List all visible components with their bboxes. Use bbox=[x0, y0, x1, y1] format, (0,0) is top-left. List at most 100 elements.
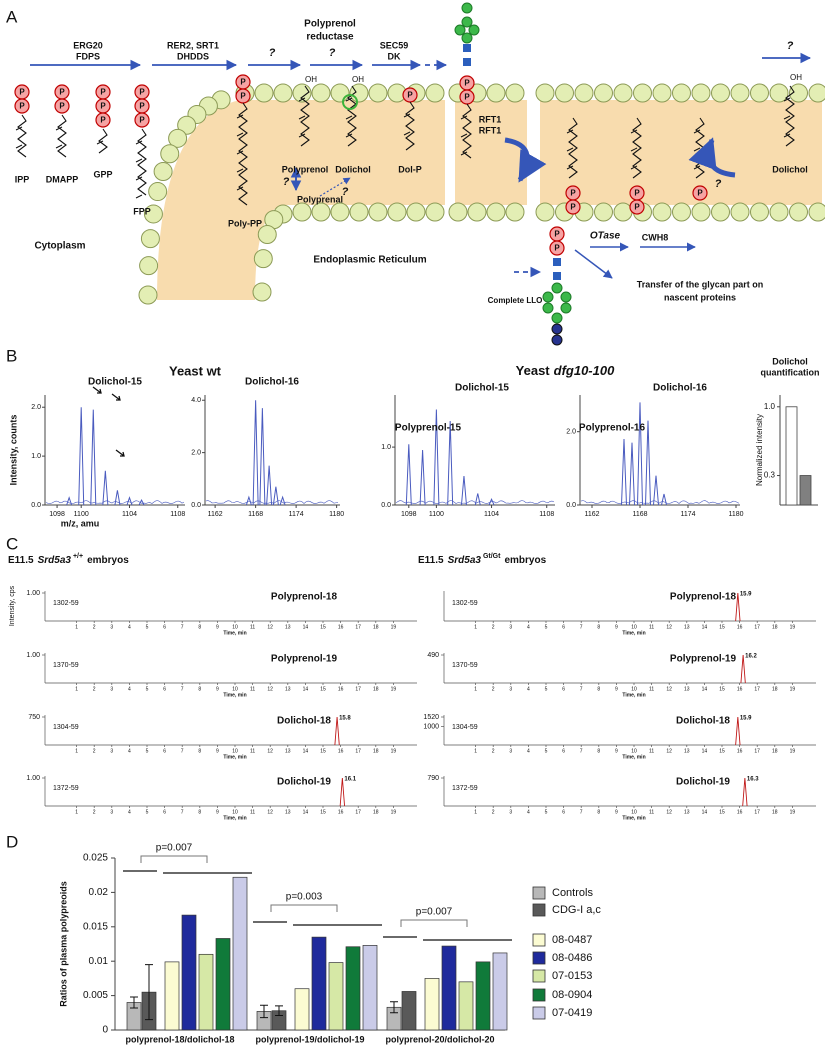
hydroxyl-label: OH bbox=[790, 73, 802, 82]
mannose bbox=[542, 302, 554, 314]
x-tick-label: 2 bbox=[492, 748, 495, 754]
peak-pointer bbox=[115, 449, 125, 457]
legend-label: CDG-I a,c bbox=[552, 904, 601, 916]
x-tick-label: 13 bbox=[285, 809, 291, 815]
x-tick-label: 12 bbox=[666, 686, 672, 692]
x-tick-label: 2 bbox=[93, 809, 96, 815]
x-tick-label: 4 bbox=[128, 809, 131, 815]
isoprenoid-chain bbox=[98, 128, 108, 154]
peak-label: 16.2 bbox=[745, 654, 757, 660]
bar bbox=[458, 981, 474, 1031]
x-tick-label: 6 bbox=[562, 748, 565, 754]
legend-swatch bbox=[532, 933, 546, 947]
lipid-bead bbox=[789, 202, 808, 222]
lipid-bead bbox=[711, 202, 730, 222]
lipid-bead bbox=[594, 202, 613, 222]
x-tick-label: 10 bbox=[232, 748, 238, 754]
x-tick-label: 1104 bbox=[484, 511, 499, 518]
label: ? bbox=[787, 40, 794, 52]
mannose bbox=[461, 2, 473, 14]
transition-label: 1304-59 bbox=[53, 724, 79, 731]
bar bbox=[181, 914, 197, 1031]
x-tick-label: 2 bbox=[93, 748, 96, 754]
axis-label: Time, min bbox=[622, 630, 645, 636]
x-tick-label: 1180 bbox=[329, 511, 344, 518]
chart-title: quantification bbox=[761, 367, 820, 377]
peak bbox=[266, 465, 273, 506]
x-tick-label: 7 bbox=[580, 809, 583, 815]
x-tick-label: 15 bbox=[320, 686, 326, 692]
lipid-bead bbox=[672, 83, 691, 103]
x-tick-label: 1180 bbox=[728, 511, 743, 518]
x-tick-label: 9 bbox=[216, 686, 219, 692]
x-tick-label: 3 bbox=[110, 624, 113, 630]
label: DMAPP bbox=[46, 174, 79, 184]
x-tick-label: 6 bbox=[562, 686, 565, 692]
mannose bbox=[461, 32, 473, 44]
branch bbox=[783, 115, 791, 120]
title-part: Yeast bbox=[516, 363, 551, 378]
x-tick-label: 6 bbox=[163, 809, 166, 815]
label: ? bbox=[283, 176, 290, 188]
x-tick-label: 10 bbox=[232, 686, 238, 692]
title-part: embryos bbox=[504, 555, 546, 566]
branch bbox=[15, 144, 23, 149]
label: ? bbox=[715, 178, 722, 190]
lipid-bead bbox=[808, 83, 825, 103]
x-tick-label: 5 bbox=[146, 686, 149, 692]
branch bbox=[345, 133, 353, 138]
bar bbox=[475, 961, 491, 1031]
compound-label: Polyprenol-18 bbox=[670, 592, 737, 603]
x-tick-label: 11 bbox=[649, 748, 654, 754]
x-tick-label: 1 bbox=[75, 624, 78, 630]
peak bbox=[488, 497, 495, 506]
x-tick-label: 9 bbox=[216, 809, 219, 815]
mannose bbox=[461, 16, 473, 28]
peak-annotation: Dolichol-15 bbox=[455, 383, 509, 394]
phosphate bbox=[692, 185, 708, 201]
error-bar bbox=[260, 1004, 268, 1019]
branch bbox=[630, 165, 638, 170]
branch bbox=[298, 115, 306, 120]
x-tick-label: 11 bbox=[250, 624, 255, 630]
x-tick-label: 1168 bbox=[632, 511, 647, 518]
branch bbox=[298, 97, 306, 102]
peak-annotation: Polyprenol-15 bbox=[395, 423, 462, 434]
peak bbox=[447, 421, 454, 506]
x-tick-label: polyprenol-19/dolichol-19 bbox=[255, 1034, 364, 1044]
x-tick-label: 8 bbox=[198, 686, 201, 692]
x-tick-label: 10 bbox=[631, 809, 637, 815]
x-tick-label: 19 bbox=[391, 748, 397, 754]
label: ERG20 bbox=[73, 40, 103, 50]
lipid-bead bbox=[505, 202, 525, 222]
y-tick-label: 0.025 bbox=[83, 853, 108, 864]
branch bbox=[630, 147, 638, 152]
axis-label: Intensity, cps bbox=[9, 585, 16, 626]
x-tick-label: 19 bbox=[790, 624, 796, 630]
phosphate-label: P bbox=[464, 93, 470, 102]
x-tick-label: 14 bbox=[303, 748, 309, 754]
x-tick-label: 5 bbox=[545, 624, 548, 630]
label: Polyprenol bbox=[304, 19, 356, 30]
legend-swatch bbox=[532, 969, 546, 983]
peak bbox=[259, 408, 266, 506]
x-tick-label: 5 bbox=[146, 748, 149, 754]
legend-label: 07-0153 bbox=[552, 970, 592, 982]
glcnac bbox=[553, 272, 561, 280]
x-tick-label: 4 bbox=[527, 748, 530, 754]
x-tick-label: 14 bbox=[702, 686, 708, 692]
p-value: p=0.007 bbox=[156, 843, 193, 854]
x-tick-label: 19 bbox=[790, 748, 796, 754]
x-tick-label: 9 bbox=[615, 809, 618, 815]
phosphate-label: P bbox=[139, 102, 145, 111]
axis-label: Ratios of plasma polypreoids bbox=[58, 881, 68, 1007]
peak bbox=[252, 400, 259, 506]
lipid-bead bbox=[486, 83, 506, 103]
label: SEC59 bbox=[380, 40, 409, 50]
error-bar bbox=[390, 1001, 398, 1014]
lipid-bead bbox=[330, 83, 350, 103]
peak bbox=[405, 444, 412, 506]
y-tick-label: 1.0 bbox=[31, 453, 41, 460]
legend-label: 08-0487 bbox=[552, 934, 592, 946]
glcnac bbox=[463, 58, 471, 66]
